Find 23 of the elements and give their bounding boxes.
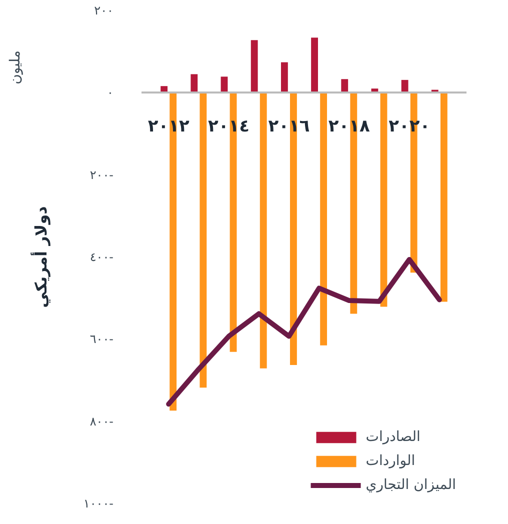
y-tick-label: ٦٠٠- — [90, 332, 114, 346]
y-axis-title: دولار أمريكي — [30, 206, 50, 308]
bar — [260, 92, 267, 368]
bar — [280, 62, 288, 93]
legend-label: الواردات — [366, 453, 416, 469]
legend-label: الميزان التجاري — [366, 477, 456, 493]
bar — [401, 80, 408, 93]
y-tick-label: ١٠٠٠- — [83, 496, 114, 510]
bar — [320, 92, 328, 346]
y-tick-label: ٨٠٠- — [90, 414, 114, 428]
bar — [311, 38, 318, 93]
bar — [250, 40, 258, 93]
bar — [190, 74, 198, 93]
y-tick-label: ٢٠٠- — [90, 168, 114, 182]
legend-label: الصادرات — [366, 429, 420, 445]
bar — [200, 92, 207, 388]
text: مليون — [8, 50, 24, 84]
bar — [440, 92, 448, 302]
bar — [380, 92, 388, 307]
y-tick-label: ٤٠٠- — [90, 250, 114, 264]
y-tick-label: ٠ — [107, 86, 114, 100]
y-tick-label: ٢٠٠ — [94, 4, 114, 18]
bar — [341, 79, 348, 93]
